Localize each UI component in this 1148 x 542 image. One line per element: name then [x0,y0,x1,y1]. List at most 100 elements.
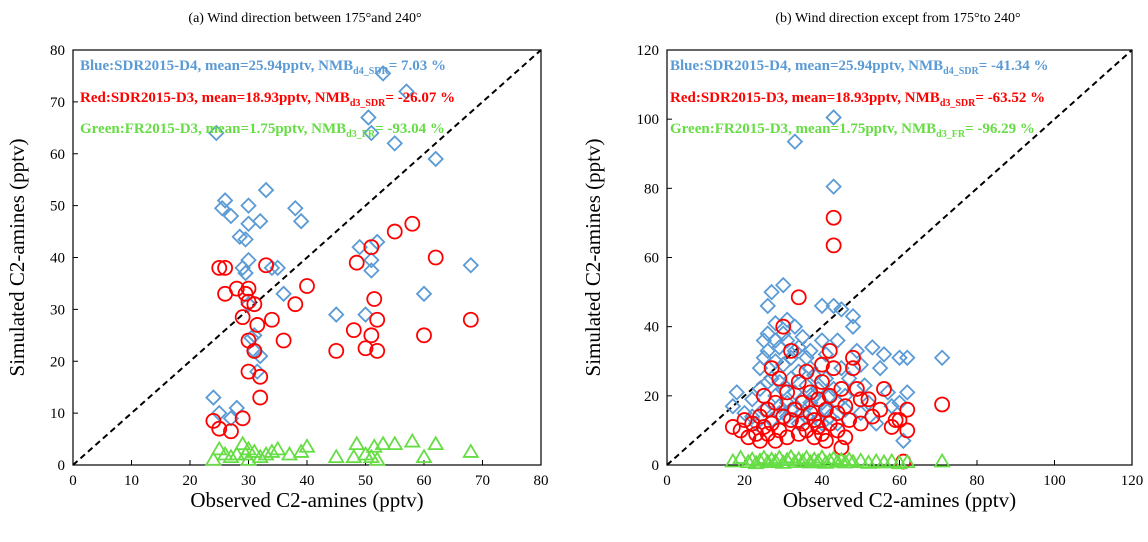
x-tick-label: 50 [358,473,373,489]
data-point-diamond [895,432,912,450]
annotation-main: Red:SDR2015-D3, mean=18.93pptv, NMB [80,90,350,106]
data-point-diamond [767,352,784,370]
data-point-diamond [222,207,240,225]
data-point-circle [366,291,383,307]
data-point-diamond [774,276,792,294]
data-point-circle [848,381,865,397]
data-point-circle [817,432,834,449]
data-point-triangle [298,438,316,453]
data-point-circle [252,389,269,406]
data-point-circle [357,340,374,357]
data-point-diamond [363,262,380,279]
data-point-circle [860,391,877,408]
data-point-circle [779,384,796,401]
data-point-circle [845,360,861,377]
data-point-circle [328,342,345,359]
x-tick-label: 100 [1043,473,1066,489]
data-point-triangle [427,435,445,451]
y-tick-label: 40 [50,251,65,267]
data-point-triangle [234,435,252,451]
data-point-diamond [891,349,908,367]
chart-title: (b) Wind direction except from 175°to 24… [775,11,1020,26]
data-point-triangle [251,448,269,464]
y-tick-label: 80 [50,43,65,59]
data-point-circle [234,309,251,326]
y-tick-label: 0 [652,458,660,474]
series-circle [724,209,951,470]
annotation-subscript: d4_SDR [943,66,979,77]
data-point-circle [790,374,807,390]
data-point-triangle [222,448,240,464]
data-point-diamond [759,297,777,315]
data-point-triangle [898,453,916,469]
data-point-diamond [240,295,257,313]
x-tick-label: 60 [417,473,432,489]
data-point-circle [363,239,380,256]
data-point-diamond [778,332,796,349]
annotation-line: Blue:SDR2015-D4, mean=25.94pptv, NMBd4_S… [80,58,446,77]
annotation-value: = -41.34 % [979,58,1049,74]
data-point-triangle [245,443,263,458]
data-point-diamond [208,124,225,142]
data-point-circle [887,412,904,428]
data-point-diamond [287,199,304,217]
series-circle [205,215,479,440]
data-point-diamond [844,318,862,335]
data-point-diamond [263,259,281,277]
data-point-diamond [836,387,854,405]
y-tick-label: 70 [50,95,65,111]
x-tick-label: 20 [737,473,752,489]
data-point-triangle [228,445,246,461]
data-point-circle [249,317,266,333]
data-point-triangle [345,448,363,464]
annotation-main: Green:FR2015-D3, mean=1.75pptv, NMB [80,121,346,137]
data-point-circle [775,318,792,335]
data-point-diamond [736,404,753,422]
data-point-circle [369,342,386,359]
data-point-diamond [205,389,222,406]
data-point-diamond [825,109,842,126]
data-point-diamond [724,397,742,415]
x-tick-label: 0 [663,473,671,489]
annotation-line: Red:SDR2015-D3, mean=18.93pptv, NMBd3_SD… [80,90,455,109]
data-point-circle [211,259,228,276]
annotation-line: Red:SDR2015-D3, mean=18.93pptv, NMBd3_SD… [670,90,1045,109]
y-tick-label: 60 [644,251,659,267]
data-point-diamond [786,342,804,360]
data-point-triangle [867,452,885,468]
data-point-triangle [462,443,480,458]
y-tick-label: 10 [50,406,65,422]
one-to-one-line [72,49,542,466]
data-point-circle [833,381,850,397]
data-point-diamond [257,181,275,199]
data-point-triangle [809,452,827,468]
data-point-diamond [240,197,257,214]
data-point-triangle [794,452,812,468]
data-point-triangle [263,443,281,458]
x-tick-label: 80 [534,473,549,489]
data-point-diamond [251,212,269,230]
data-point-diamond [898,384,916,401]
data-point-circle [369,311,386,328]
data-point-diamond [771,397,788,415]
data-point-circle [794,394,811,411]
annotation-value: = -96.29 % [965,121,1035,137]
data-point-triangle [204,451,222,466]
data-point-diamond [763,370,780,387]
data-point-triangle [852,452,870,467]
y-axis-label: Simulated C2-amines (pptv) [5,139,29,377]
data-point-diamond [802,394,819,412]
data-point-triangle [732,449,750,464]
data-point-circle [775,408,792,425]
data-point-diamond [802,342,819,360]
annotation-line: Blue:SDR2015-D4, mean=25.94pptv, NMBd4_S… [670,58,1049,77]
data-point-circle [872,401,889,418]
data-point-circle [404,215,421,232]
data-point-diamond [763,283,780,301]
data-point-diamond [933,349,951,367]
x-tick-label: 10 [124,473,139,489]
data-point-circle [240,280,257,297]
data-point-triangle [386,435,404,451]
data-point-diamond [462,257,480,274]
